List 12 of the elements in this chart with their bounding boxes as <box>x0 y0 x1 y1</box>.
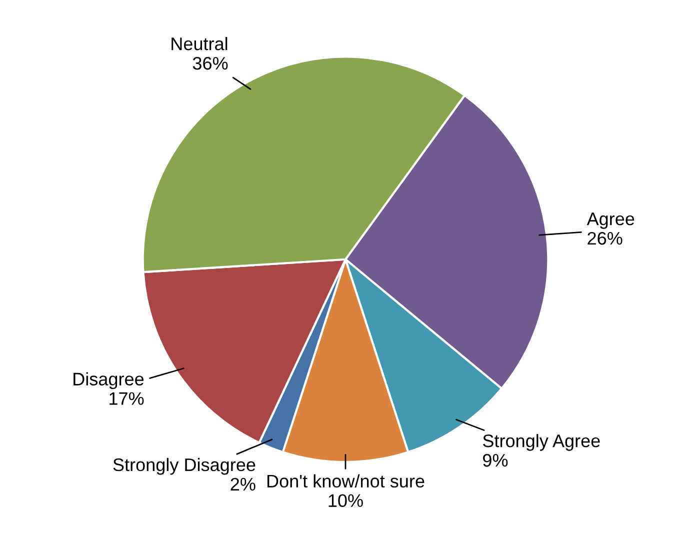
slice-label: Don't know/not sure <box>267 474 424 488</box>
data-label: 26% <box>588 232 622 245</box>
slice-label: Disagree <box>74 372 144 390</box>
data-label: 2% <box>230 478 256 491</box>
data-label: 10% <box>328 494 363 507</box>
data-label: 9% <box>483 454 508 467</box>
slice-label: Neutral <box>172 36 228 50</box>
slice-label: Strongly Agree <box>483 434 600 451</box>
slice-label: Agree <box>586 212 634 229</box>
data-label: 17% <box>110 392 144 405</box>
slice-label: Strongly Disagree <box>113 458 256 475</box>
data-label: 36% <box>192 56 228 70</box>
